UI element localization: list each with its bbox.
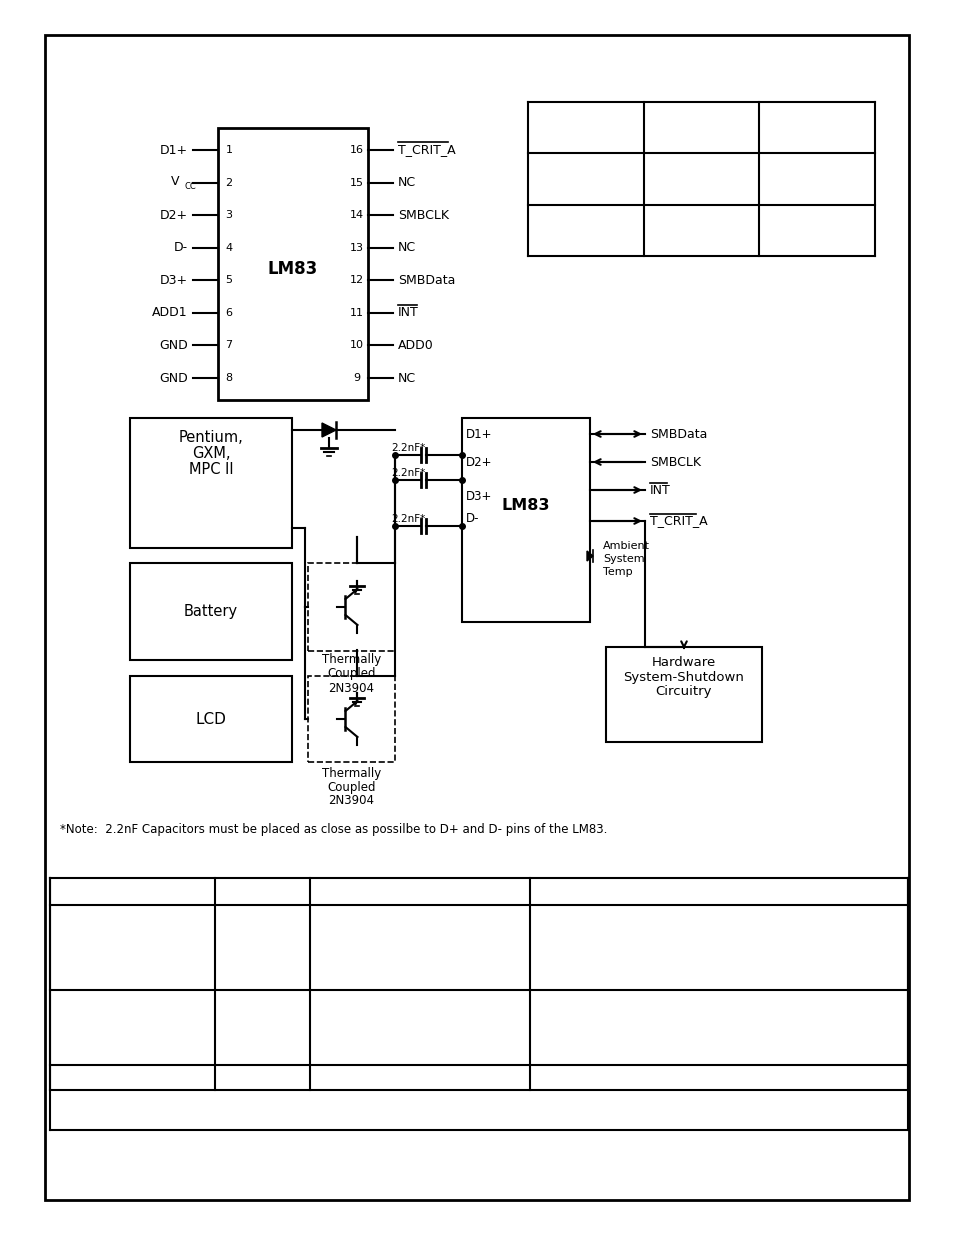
- Text: ADD0: ADD0: [397, 338, 434, 352]
- Text: 5: 5: [225, 275, 233, 285]
- Text: D-: D-: [173, 241, 188, 254]
- Text: Ambient: Ambient: [602, 541, 649, 551]
- Bar: [461, 417, 589, 622]
- Text: *Note:  2.2nF Capacitors must be placed as close as possilbe to D+ and D- pins o: *Note: 2.2nF Capacitors must be placed a…: [60, 824, 607, 836]
- Text: 8: 8: [225, 373, 233, 383]
- Text: 7: 7: [225, 341, 233, 351]
- Text: 13: 13: [350, 243, 364, 253]
- Text: GXM,: GXM,: [192, 446, 230, 461]
- Text: 4: 4: [225, 243, 233, 253]
- Text: System: System: [602, 555, 644, 564]
- Text: CC: CC: [185, 182, 196, 191]
- Bar: [308, 676, 395, 762]
- Text: 11: 11: [350, 308, 364, 317]
- Text: D1+: D1+: [465, 427, 492, 441]
- Text: GND: GND: [159, 338, 188, 352]
- Text: D-: D-: [465, 511, 479, 525]
- Bar: [218, 128, 368, 400]
- Text: LCD: LCD: [195, 711, 226, 726]
- Text: Thermally: Thermally: [321, 767, 381, 779]
- Bar: [605, 647, 761, 742]
- Text: V: V: [171, 175, 179, 188]
- Text: Coupled: Coupled: [327, 781, 375, 794]
- Text: GND: GND: [159, 372, 188, 384]
- Text: LM83: LM83: [501, 498, 550, 513]
- Text: D1+: D1+: [160, 143, 188, 157]
- Text: SMBCLK: SMBCLK: [649, 456, 700, 468]
- Text: Pentium,: Pentium,: [178, 431, 243, 446]
- Text: 12: 12: [350, 275, 364, 285]
- Bar: [130, 676, 292, 762]
- Text: NC: NC: [397, 372, 416, 384]
- Text: T_CRIT_A: T_CRIT_A: [649, 515, 707, 527]
- Bar: [308, 563, 395, 651]
- Text: System-Shutdown: System-Shutdown: [623, 671, 743, 683]
- Text: SMBData: SMBData: [397, 274, 455, 287]
- Text: 2.2nF*: 2.2nF*: [391, 514, 425, 524]
- Polygon shape: [354, 589, 357, 593]
- Text: SMBCLK: SMBCLK: [397, 209, 449, 221]
- Text: NC: NC: [397, 241, 416, 254]
- Bar: [130, 563, 292, 659]
- Text: 15: 15: [350, 178, 364, 188]
- Text: 2N3904: 2N3904: [328, 794, 375, 808]
- Bar: [130, 417, 292, 548]
- Polygon shape: [354, 701, 357, 705]
- Text: 2N3904: 2N3904: [328, 682, 375, 694]
- Text: INT: INT: [397, 306, 418, 320]
- Text: NC: NC: [397, 177, 416, 189]
- Text: 9: 9: [353, 373, 360, 383]
- Polygon shape: [586, 551, 593, 561]
- Text: D3+: D3+: [465, 489, 492, 503]
- Text: LM83: LM83: [268, 261, 317, 278]
- Text: D2+: D2+: [465, 456, 492, 468]
- Text: 16: 16: [350, 144, 364, 156]
- Text: Thermally: Thermally: [321, 653, 381, 667]
- Text: Hardware: Hardware: [651, 657, 716, 669]
- Polygon shape: [322, 424, 335, 437]
- Text: 2.2nF*: 2.2nF*: [391, 443, 425, 453]
- Text: Battery: Battery: [184, 604, 238, 619]
- Text: ADD1: ADD1: [152, 306, 188, 320]
- Text: MPC II: MPC II: [189, 462, 233, 477]
- Text: 1: 1: [225, 144, 233, 156]
- Text: Coupled: Coupled: [327, 667, 375, 680]
- Text: 14: 14: [350, 210, 364, 220]
- Text: INT: INT: [649, 483, 670, 496]
- Text: D3+: D3+: [160, 274, 188, 287]
- Text: 2: 2: [225, 178, 233, 188]
- Text: T_CRIT_A: T_CRIT_A: [397, 143, 456, 157]
- Text: SMBData: SMBData: [649, 427, 706, 441]
- Text: 2.2nF*: 2.2nF*: [391, 468, 425, 478]
- Text: 3: 3: [225, 210, 233, 220]
- Text: 6: 6: [225, 308, 233, 317]
- Text: Circuitry: Circuitry: [655, 684, 712, 698]
- Text: 10: 10: [350, 341, 364, 351]
- Text: D2+: D2+: [160, 209, 188, 221]
- Text: Temp: Temp: [602, 567, 632, 577]
